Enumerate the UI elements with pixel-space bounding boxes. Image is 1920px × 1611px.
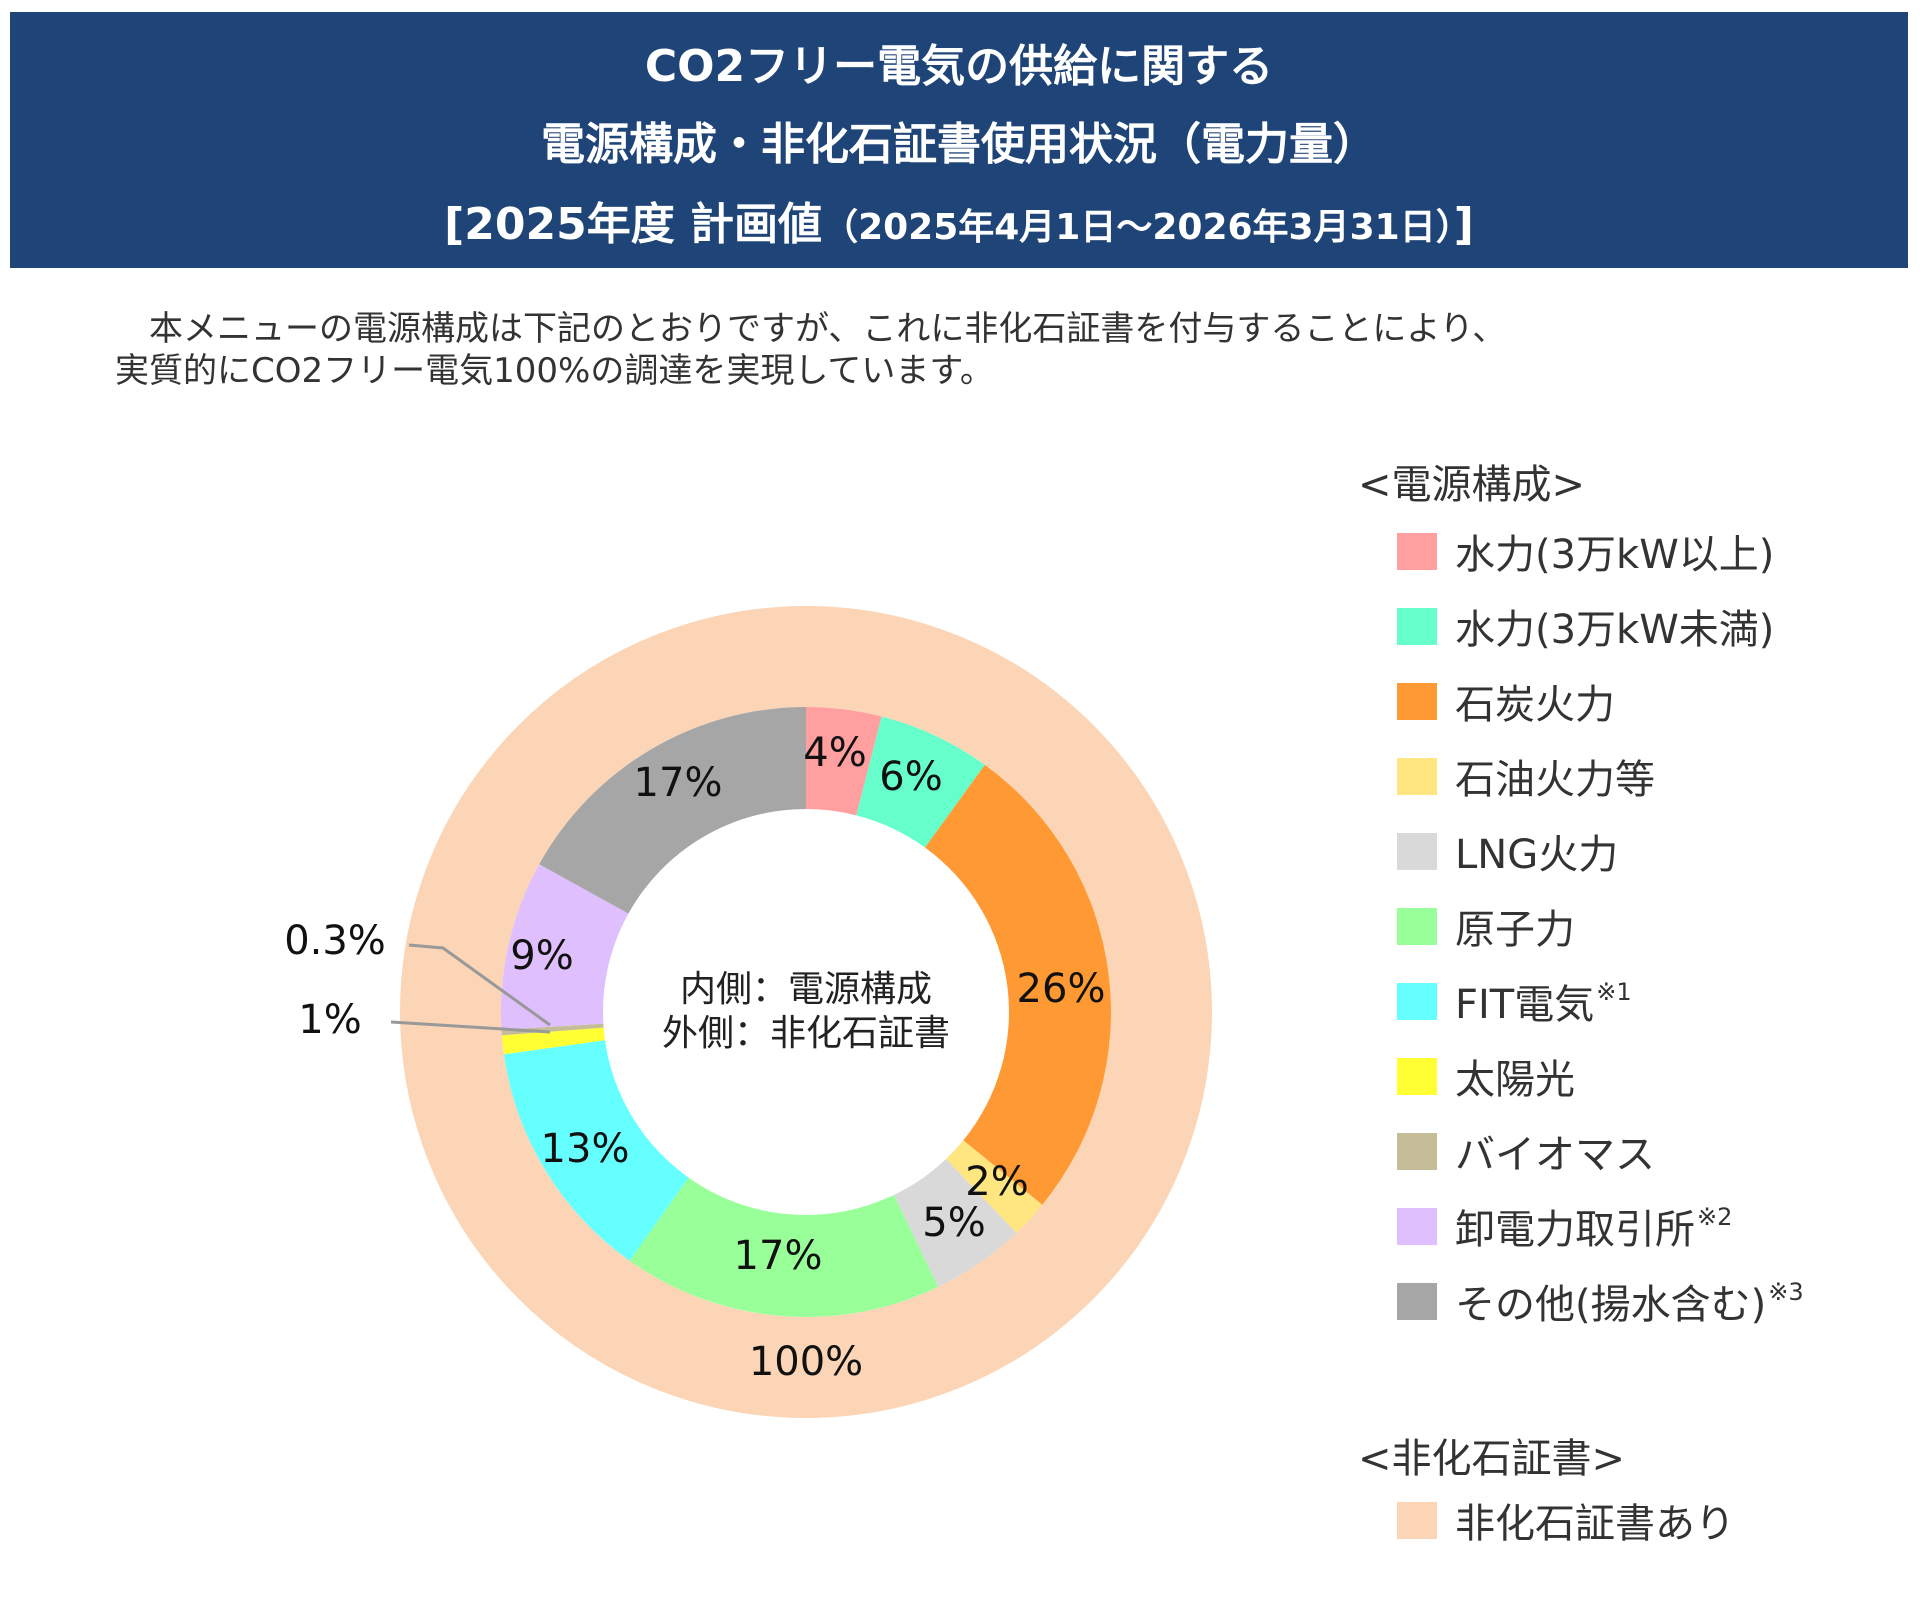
legend-swatch	[1397, 907, 1437, 945]
legend-swatch	[1397, 1057, 1437, 1095]
legend-label: 非化石証書あり	[1455, 1501, 1735, 1547]
title-period: （2025年4月1日～2026年3月31日）	[822, 207, 1454, 248]
title-line-1: CO2フリー電気の供給に関する	[644, 41, 1274, 92]
slice-10	[539, 707, 806, 914]
legend-item-4: LNG火力	[1397, 831, 1618, 878]
data-label-7: 1%	[298, 997, 361, 1043]
slice-3	[946, 1140, 1043, 1233]
title-line-2: 電源構成・非化石証書使用状況（電力量）	[541, 119, 1377, 170]
data-label-1: 6%	[879, 754, 942, 800]
legend-swatch	[1397, 982, 1437, 1020]
data-label-8: 0.3%	[284, 918, 386, 964]
data-label-0: 4%	[803, 730, 866, 776]
title-bracket-close: ]	[1453, 199, 1474, 250]
title-fiscal-year: [2025年度 計画値	[444, 199, 823, 250]
legend-item-6: FIT電気※1	[1397, 978, 1632, 1028]
legend-label: 石炭火力	[1455, 682, 1615, 728]
legend-label: FIT電気※1	[1455, 978, 1632, 1028]
data-label-6: 13%	[541, 1126, 630, 1172]
legend-swatch	[1397, 1501, 1437, 1539]
legend-item-certificate: 非化石証書あり	[1397, 1500, 1735, 1547]
legend-item-2: 石炭火力	[1397, 681, 1615, 728]
legend-swatch	[1397, 1207, 1437, 1245]
legend-swatch	[1397, 832, 1437, 870]
legend-footnote-mark: ※1	[1596, 978, 1632, 1006]
slice-5	[629, 1177, 939, 1317]
legend-swatch	[1397, 532, 1437, 570]
center-text-0: 内側：電源構成	[680, 969, 932, 1010]
center-text-1: 外側：非化石証書	[662, 1013, 950, 1054]
slice-2	[925, 764, 1111, 1205]
legend-label: バイオマス	[1455, 1132, 1655, 1178]
data-label-5: 17%	[734, 1233, 823, 1279]
legend-item-7: 太陽光	[1397, 1056, 1575, 1103]
slice-7	[501, 1027, 605, 1055]
legend-item-0: 水力(3万kW以上)	[1397, 531, 1774, 578]
legend-label: 原子力	[1455, 907, 1575, 953]
legend-item-9: 卸電力取引所※2	[1397, 1203, 1732, 1253]
legend-item-10: その他(揚水含む)※3	[1397, 1278, 1804, 1328]
intro-text: 本メニューの電源構成は下記のとおりですが、これに非化石証書を付与することにより、…	[115, 308, 1506, 392]
legend-label: 卸電力取引所※2	[1455, 1203, 1733, 1253]
legend-footnote-mark: ※3	[1768, 1278, 1804, 1306]
data-label-2: 26%	[1017, 966, 1106, 1012]
slice-1	[856, 716, 985, 848]
slice-0	[806, 707, 882, 816]
data-label-3: 2%	[965, 1159, 1028, 1205]
legend-item-3: 石油火力等	[1397, 756, 1655, 803]
legend-swatch	[1397, 1132, 1437, 1170]
legend-label: LNG火力	[1455, 832, 1619, 878]
intro-line-2: 実質的にCO2フリー電気100%の調達を実現しています。	[115, 351, 994, 391]
slice-4	[893, 1158, 1017, 1287]
intro-line-1: 本メニューの電源構成は下記のとおりですが、これに非化石証書を付与することにより、	[115, 309, 1507, 349]
slice-9	[501, 864, 629, 1030]
legend-label: 水力(3万kW未満)	[1455, 607, 1775, 653]
title-banner: CO2フリー電気の供給に関する 電源構成・非化石証書使用状況（電力量） [202…	[10, 12, 1908, 268]
legend-label: 石油火力等	[1455, 757, 1655, 803]
slice-8	[501, 1023, 604, 1036]
outer-ring-certificate	[400, 606, 1212, 1418]
legend-label: 太陽光	[1455, 1057, 1575, 1103]
data-label-10: 17%	[634, 760, 723, 806]
legend-item-8: バイオマス	[1397, 1131, 1655, 1178]
slice-6	[503, 1040, 689, 1261]
legend-title-power-source: <電源構成>	[1358, 462, 1586, 508]
legend-item-1: 水力(3万kW未満)	[1397, 606, 1774, 653]
data-label-4: 5%	[922, 1200, 985, 1246]
data-label-9: 9%	[510, 933, 573, 979]
title-line-3: [2025年度 計画値（2025年4月1日～2026年3月31日）]	[10, 195, 1908, 258]
legend-swatch	[1397, 1282, 1437, 1320]
legend-label: 水力(3万kW以上)	[1455, 532, 1775, 578]
legend-swatch	[1397, 757, 1437, 795]
legend-item-5: 原子力	[1397, 906, 1575, 953]
legend-swatch	[1397, 607, 1437, 645]
leader-line-solar	[390, 1020, 551, 1034]
leader-line-biomass	[408, 943, 551, 1027]
legend-swatch	[1397, 682, 1437, 720]
legend-footnote-mark: ※2	[1697, 1203, 1733, 1231]
legend-label: その他(揚水含む)※3	[1455, 1278, 1804, 1328]
legend-title-certificate: <非化石証書>	[1358, 1436, 1626, 1482]
data-label-outer: 100%	[749, 1339, 863, 1385]
